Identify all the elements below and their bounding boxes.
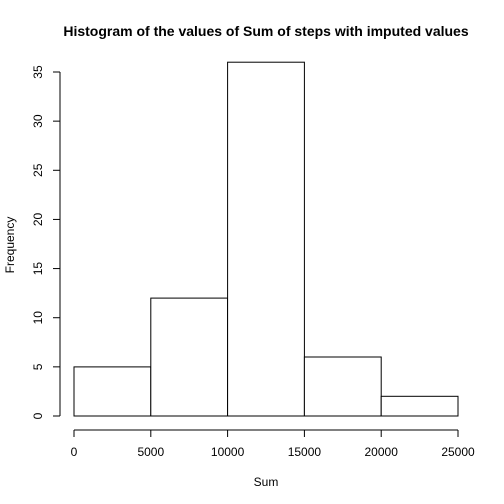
bars-group bbox=[73, 61, 459, 417]
histogram-bar-4 bbox=[380, 395, 459, 417]
histogram-bar-3 bbox=[303, 356, 382, 417]
x-axis: 0 5000 10000 15000 20000 25000 bbox=[71, 429, 475, 459]
x-tick-label: 10000 bbox=[211, 445, 245, 459]
histogram-bar-1 bbox=[150, 297, 229, 417]
y-tick-label: 15 bbox=[31, 262, 45, 276]
x-tick-label: 20000 bbox=[365, 445, 399, 459]
y-axis-label: Frequency bbox=[3, 217, 17, 274]
x-tick-label: 15000 bbox=[288, 445, 322, 459]
y-tick-label: 10 bbox=[31, 311, 45, 325]
histogram-bar-2 bbox=[227, 61, 305, 417]
y-tick-label: 20 bbox=[31, 212, 45, 226]
y-tick-label: 25 bbox=[31, 163, 45, 177]
histogram-bar-0 bbox=[73, 366, 152, 417]
x-tick-label: 0 bbox=[71, 445, 78, 459]
y-axis: 0 5 10 15 20 25 30 35 bbox=[31, 65, 61, 419]
y-tick-label: 35 bbox=[31, 65, 45, 79]
y-tick-label: 0 bbox=[31, 412, 45, 419]
x-axis-label: Sum bbox=[254, 475, 279, 489]
y-tick-label: 5 bbox=[31, 363, 45, 370]
y-tick-label: 30 bbox=[31, 114, 45, 128]
x-tick-label: 5000 bbox=[137, 445, 164, 459]
chart-title: Histogram of the values of Sum of steps … bbox=[63, 23, 469, 39]
x-tick-label: 25000 bbox=[441, 445, 475, 459]
